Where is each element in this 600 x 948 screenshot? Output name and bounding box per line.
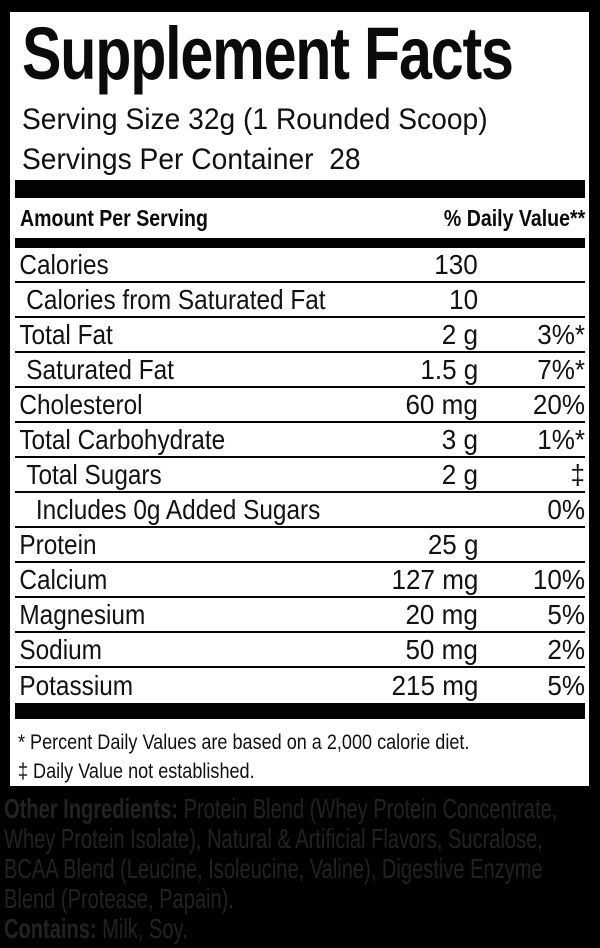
footnote-not-established: ‡ Daily Value not established. bbox=[18, 759, 255, 783]
nutrient-row: Calcium 127 mg 10% bbox=[15, 563, 585, 598]
nutrient-row: Total Carbohydrate 3 g 1%* bbox=[15, 423, 585, 458]
footnotes: * Percent Daily Values are based on a 2,… bbox=[15, 728, 585, 786]
nutrient-row: Includes 0g Added Sugars 0% bbox=[15, 493, 585, 528]
footnote-daily-values: * Percent Daily Values are based on a 2,… bbox=[18, 730, 470, 754]
ingredients-heading: Contains: bbox=[4, 913, 97, 944]
nutrient-label: Total Sugars bbox=[26, 458, 162, 490]
servings-per-container-line: Servings Per Container 28 bbox=[22, 143, 361, 176]
serving-info: Serving Size 32g (1 Rounded Scoop) Servi… bbox=[22, 100, 585, 180]
nutrient-amount: 127 mg bbox=[391, 563, 478, 595]
nutrient-amount: 50 mg bbox=[405, 633, 478, 665]
nutrient-dv: 5% bbox=[547, 669, 585, 701]
nutrient-row: Saturated Fat 1.5 g 7%* bbox=[15, 353, 585, 388]
nutrient-label: Calories from Saturated Fat bbox=[26, 283, 326, 315]
nutrient-label: Total Fat bbox=[19, 318, 113, 350]
nutrient-label: Potassium bbox=[19, 669, 134, 701]
nutrient-dv: 20% bbox=[532, 388, 585, 420]
nutrient-amount: 2 g bbox=[441, 318, 478, 350]
amount-per-serving-header: Amount Per Serving bbox=[20, 204, 208, 231]
nutrient-dv: ‡ bbox=[570, 458, 585, 490]
nutrient-row: Cholesterol 60 mg 20% bbox=[15, 388, 585, 423]
nutrient-label: Protein bbox=[19, 528, 97, 560]
nutrient-label: Includes 0g Added Sugars bbox=[35, 493, 321, 525]
divider-bar-bottom bbox=[15, 703, 585, 719]
nutrient-row: Sodium 50 mg 2% bbox=[15, 633, 585, 668]
nutrient-amount: 130 bbox=[434, 248, 478, 280]
nutrient-dv: 1%* bbox=[537, 423, 585, 455]
ingredients-line: Contains: Milk, Soy. bbox=[4, 913, 188, 944]
nutrient-label: Cholesterol bbox=[19, 388, 143, 420]
ingredients-line: Blend (Protease, Papain). bbox=[4, 883, 234, 914]
nutrient-amount: 1.5 g bbox=[420, 353, 478, 385]
nutrient-dv: 0% bbox=[547, 493, 585, 525]
nutrient-amount: 2 g bbox=[441, 458, 478, 490]
nutrient-label: Sodium bbox=[19, 633, 102, 665]
nutrient-label: Magnesium bbox=[19, 598, 146, 630]
ingredients-heading: Other Ingredients: bbox=[4, 794, 179, 824]
nutrient-dv: 3%* bbox=[537, 318, 585, 350]
other-ingredients-section: Other Ingredients: Protein Blend (Whey P… bbox=[4, 794, 600, 948]
nutrient-row: Protein 25 g bbox=[15, 528, 585, 563]
nutrient-label: Calories bbox=[19, 248, 109, 280]
nutrient-amount: 20 mg bbox=[405, 598, 478, 630]
nutrient-amount: 215 mg bbox=[391, 669, 478, 701]
ingredients-line: Whey Protein Isolate), Natural & Artific… bbox=[4, 823, 543, 854]
ingredients-line: BCAA Blend (Leucine, Isoleucine, Valine)… bbox=[4, 853, 543, 884]
nutrient-amount: 60 mg bbox=[405, 388, 478, 420]
nutrient-label: Calcium bbox=[19, 563, 108, 595]
ingredients-line: Other Ingredients: Protein Blend (Whey P… bbox=[4, 794, 558, 824]
divider-bar-mid bbox=[15, 238, 585, 248]
label-title: Supplement Facts bbox=[22, 12, 514, 95]
facts-panel: Supplement Facts Serving Size 32g (1 Rou… bbox=[10, 12, 589, 786]
nutrient-dv: 7%* bbox=[537, 353, 585, 385]
nutrient-dv: 10% bbox=[532, 563, 585, 595]
nutrient-row: Calories 130 bbox=[15, 248, 585, 283]
columns-header: Amount Per Serving % Daily Value** bbox=[15, 198, 585, 238]
nutrient-amount: 3 g bbox=[441, 423, 478, 455]
nutrient-amount: 10 bbox=[449, 283, 478, 315]
nutrient-row: Calories from Saturated Fat 10 bbox=[15, 283, 585, 318]
nutrient-row: Potassium 215 mg 5% bbox=[15, 668, 585, 703]
nutrient-row: Magnesium 20 mg 5% bbox=[15, 598, 585, 633]
nutrient-row: Total Sugars 2 g ‡ bbox=[15, 458, 585, 493]
serving-size-line: Serving Size 32g (1 Rounded Scoop) bbox=[22, 103, 488, 136]
divider-bar-top bbox=[15, 180, 585, 198]
nutrient-dv: 2% bbox=[547, 633, 585, 665]
nutrient-rows: Calories 130 Calories from Saturated Fat 10… bbox=[15, 248, 585, 703]
daily-value-header: % Daily Value** bbox=[443, 204, 585, 231]
nutrient-amount: 25 g bbox=[427, 528, 478, 560]
nutrient-row: Total Fat 2 g 3%* bbox=[15, 318, 585, 353]
nutrient-label: Total Carbohydrate bbox=[19, 423, 226, 455]
nutrient-dv: 5% bbox=[547, 598, 585, 630]
nutrient-label: Saturated Fat bbox=[26, 353, 174, 385]
